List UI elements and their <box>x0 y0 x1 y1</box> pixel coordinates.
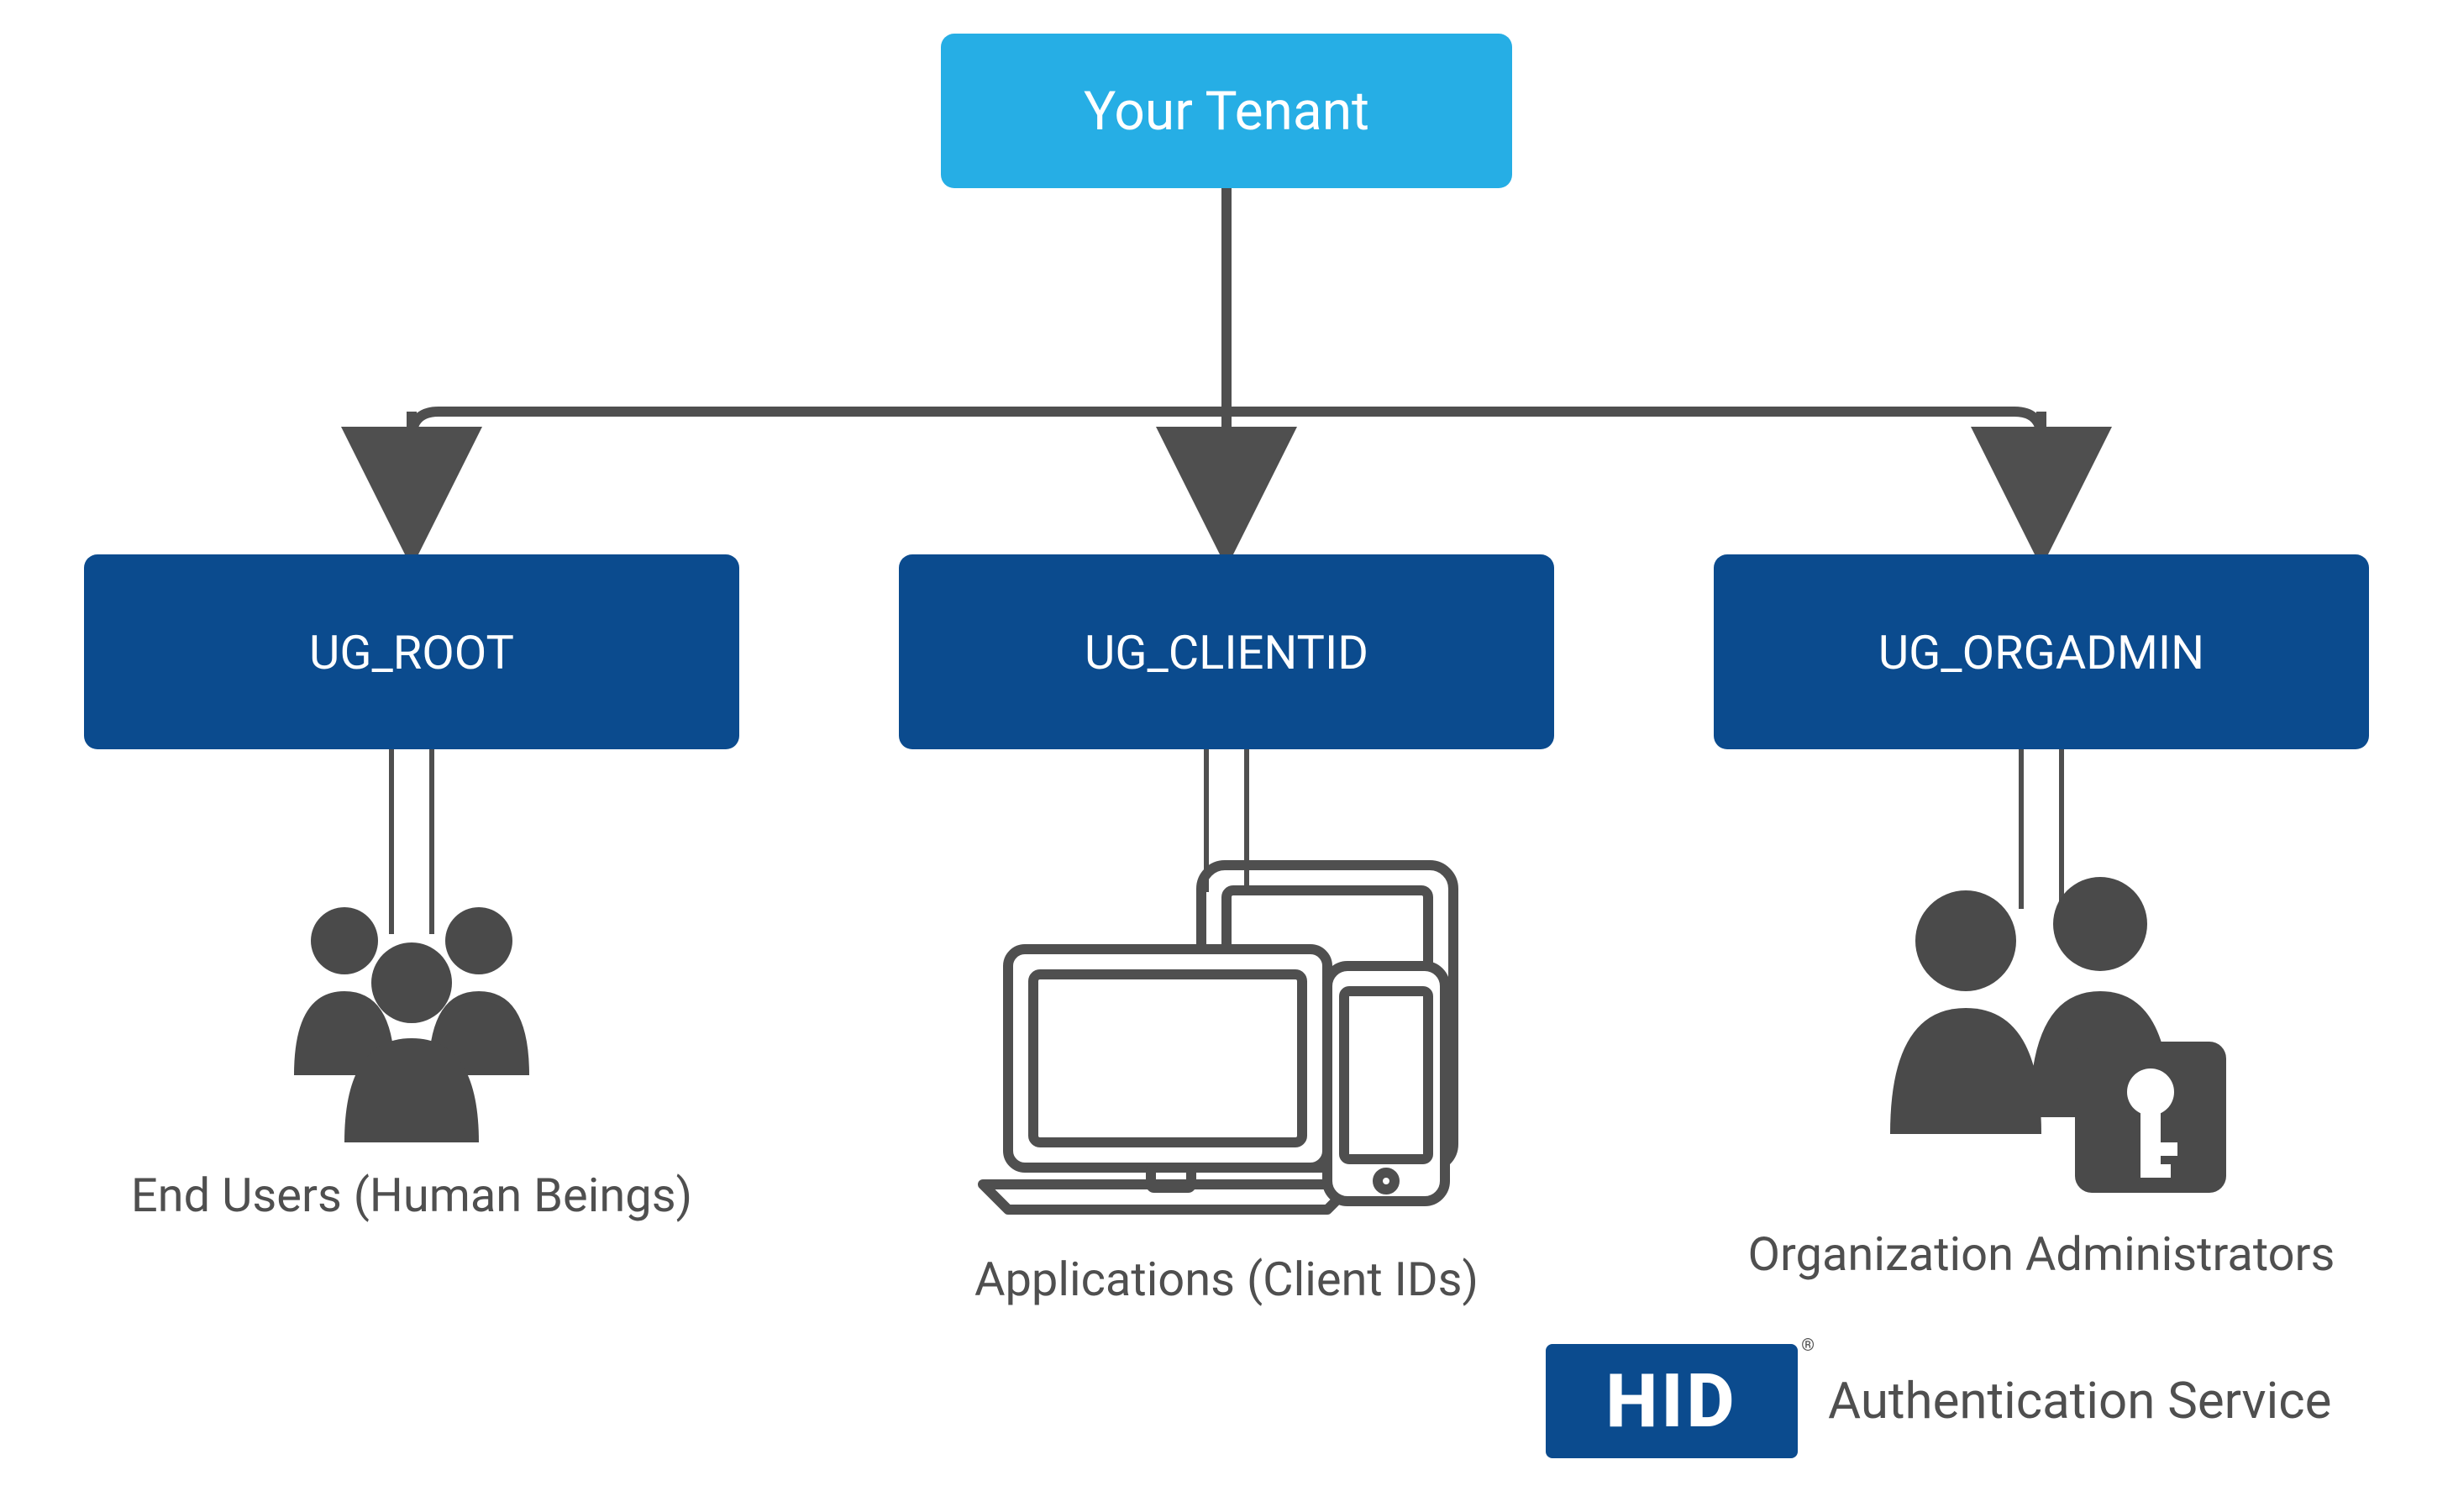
hid-brand-text: HID <box>1605 1357 1737 1445</box>
tenant-hierarchy-diagram: Your Tenant UG_ROOT End Users (Human Bei… <box>0 0 2453 1482</box>
double-line-connector <box>0 0 2453 1512</box>
hid-logo-row: HID ® Authentication Service <box>1546 1344 2331 1458</box>
admins-key-icon <box>1848 865 2235 1208</box>
hid-service-label: Authentication Service <box>1828 1372 2331 1431</box>
child-caption: Organization Administrators <box>1705 1226 2377 1282</box>
hid-logo-badge: HID ® <box>1546 1344 1798 1458</box>
